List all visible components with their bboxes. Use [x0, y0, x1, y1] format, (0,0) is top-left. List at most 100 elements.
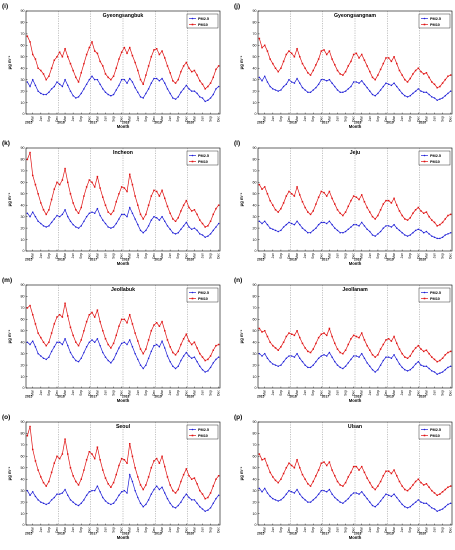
point-pm25	[110, 503, 112, 506]
y-tick-label: 90	[21, 9, 25, 13]
point-pm10	[263, 457, 266, 460]
point-pm10	[296, 459, 298, 461]
point-pm25	[412, 503, 414, 506]
point-pm10	[317, 58, 320, 60]
point-pm25	[69, 220, 72, 222]
point-pm25	[269, 360, 271, 363]
point-pm25	[88, 491, 91, 493]
point-pm25	[307, 91, 309, 94]
point-pm10	[50, 67, 53, 69]
point-pm25	[401, 92, 403, 95]
point-pm10	[307, 72, 309, 74]
y-tick-label: 60	[253, 455, 257, 459]
x-tick-label: Jun	[71, 527, 75, 532]
point-pm25	[96, 485, 99, 487]
x-year-label: 2016	[57, 395, 65, 399]
point-pm10	[377, 214, 379, 217]
point-pm25	[431, 370, 433, 372]
point-pm10	[164, 465, 166, 468]
x-tick-label: Mar	[160, 389, 164, 396]
x-tick-label: Mar	[160, 252, 164, 259]
x-tick-label: Mar	[392, 115, 396, 122]
point-pm10	[37, 67, 39, 69]
y-tick-label: 80	[253, 295, 257, 299]
y-tick-label: 0	[23, 386, 25, 390]
point-pm25	[37, 90, 39, 92]
x-tick-label: Sep	[441, 253, 445, 259]
x-year-label: 2020	[187, 258, 195, 262]
x-tick-label: Jun	[71, 390, 75, 395]
point-pm10	[409, 355, 411, 357]
point-pm25	[188, 355, 190, 357]
point-pm25	[447, 92, 449, 95]
point-pm25	[347, 497, 350, 500]
x-tick-label: Dec	[55, 253, 59, 259]
point-pm25	[412, 92, 414, 95]
point-pm25	[385, 356, 387, 358]
point-pm25	[261, 491, 263, 493]
point-pm25	[190, 228, 193, 231]
point-pm10	[431, 489, 433, 492]
point-pm10	[104, 204, 107, 206]
x-tick-label: Sep	[209, 527, 213, 533]
point-pm25	[174, 507, 177, 509]
point-pm25	[441, 236, 444, 239]
y-tick-label: 60	[253, 318, 257, 322]
point-pm25	[137, 91, 139, 94]
point-pm25	[137, 496, 139, 499]
point-pm25	[215, 497, 217, 500]
point-pm10	[401, 214, 403, 217]
y-tick-label: 30	[253, 215, 257, 219]
x-year-label: 2017	[90, 121, 98, 125]
point-pm10	[409, 217, 411, 219]
point-pm25	[185, 84, 188, 87]
point-pm25	[164, 347, 166, 349]
point-pm10	[436, 360, 438, 363]
point-pm10	[199, 219, 201, 221]
point-pm25	[355, 355, 358, 357]
point-pm25	[296, 77, 298, 80]
x-year-label: 2015	[25, 532, 33, 536]
point-pm10	[69, 62, 72, 65]
point-pm10	[150, 195, 153, 197]
point-pm10	[261, 459, 263, 461]
point-pm25	[188, 496, 190, 499]
point-pm10	[401, 74, 403, 76]
point-pm10	[69, 193, 72, 195]
point-pm10	[102, 469, 104, 471]
point-pm25	[112, 93, 115, 96]
series-line-pm10	[259, 184, 451, 227]
x-tick-label: Dec	[352, 116, 356, 122]
point-pm10	[406, 219, 409, 221]
point-pm25	[67, 84, 69, 87]
point-pm10	[112, 75, 115, 77]
point-pm10	[88, 314, 91, 316]
point-pm10	[266, 193, 269, 195]
point-pm25	[293, 356, 296, 358]
point-pm10	[128, 314, 131, 316]
point-pm10	[50, 471, 53, 474]
point-pm25	[110, 362, 112, 364]
point-pm25	[398, 229, 401, 232]
point-pm10	[185, 61, 188, 64]
point-pm25	[382, 85, 385, 88]
point-pm25	[212, 362, 215, 364]
x-tick-label: Dec	[152, 253, 156, 259]
point-pm10	[96, 52, 99, 55]
point-pm25	[164, 492, 166, 494]
point-pm25	[404, 94, 406, 97]
point-pm10	[425, 211, 428, 213]
x-tick-label: Mar	[295, 526, 299, 533]
point-pm10	[312, 210, 314, 212]
point-pm10	[31, 448, 34, 451]
point-pm10	[385, 339, 387, 341]
point-pm10	[320, 50, 323, 52]
point-pm25	[209, 366, 212, 369]
point-pm25	[207, 99, 209, 102]
chart-title: Jeollanam	[342, 287, 368, 293]
point-pm25	[315, 86, 317, 89]
legend-marker	[191, 17, 194, 20]
point-pm10	[40, 336, 42, 339]
x-tick-label: Sep	[209, 116, 213, 122]
y-tick-label: 70	[253, 306, 257, 310]
